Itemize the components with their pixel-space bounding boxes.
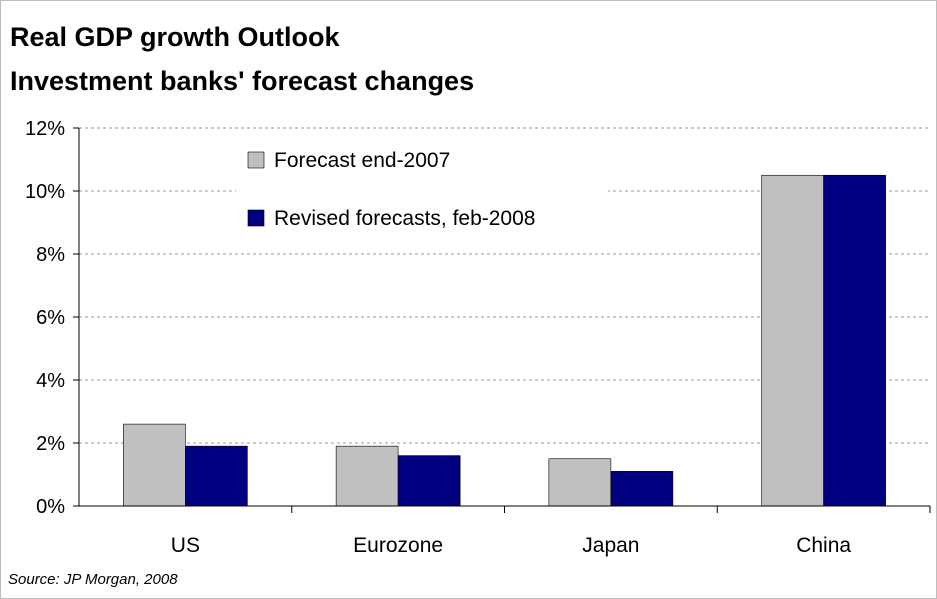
legend-swatch [247,209,265,227]
legend-box [236,140,608,245]
x-category-label: Eurozone [353,534,443,557]
chart-title: Real GDP growth Outlook [10,22,340,52]
bar-revised-feb-2008 [823,174,886,507]
y-tick-label: 2% [36,433,65,455]
bar-revised-feb-2008 [610,471,674,507]
bar-forecast-end-2007 [335,445,399,507]
legend-label: Forecast end-2007 [274,149,450,172]
y-tick-label: 6% [36,307,65,329]
bar-revised-feb-2008 [185,445,248,507]
bar-forecast-end-2007 [548,458,612,507]
bar-revised-feb-2008 [397,455,461,507]
y-tick-label: 8% [36,244,65,266]
x-category-label: China [796,534,851,557]
source-note: Source: JP Morgan, 2008 [8,571,178,588]
y-tick-label: 4% [36,370,65,392]
x-category-label: US [171,534,200,557]
x-category-label: Japan [582,534,639,557]
chart-subtitle: Investment banks' forecast changes [10,66,475,96]
y-tick-label: 12% [25,118,65,140]
legend-swatch [247,151,265,169]
y-tick-label: 0% [36,496,65,518]
legend-label: Revised forecasts, feb-2008 [274,207,535,230]
bar-forecast-end-2007 [761,174,824,507]
y-tick-label: 10% [25,181,65,203]
bar-forecast-end-2007 [123,423,186,507]
